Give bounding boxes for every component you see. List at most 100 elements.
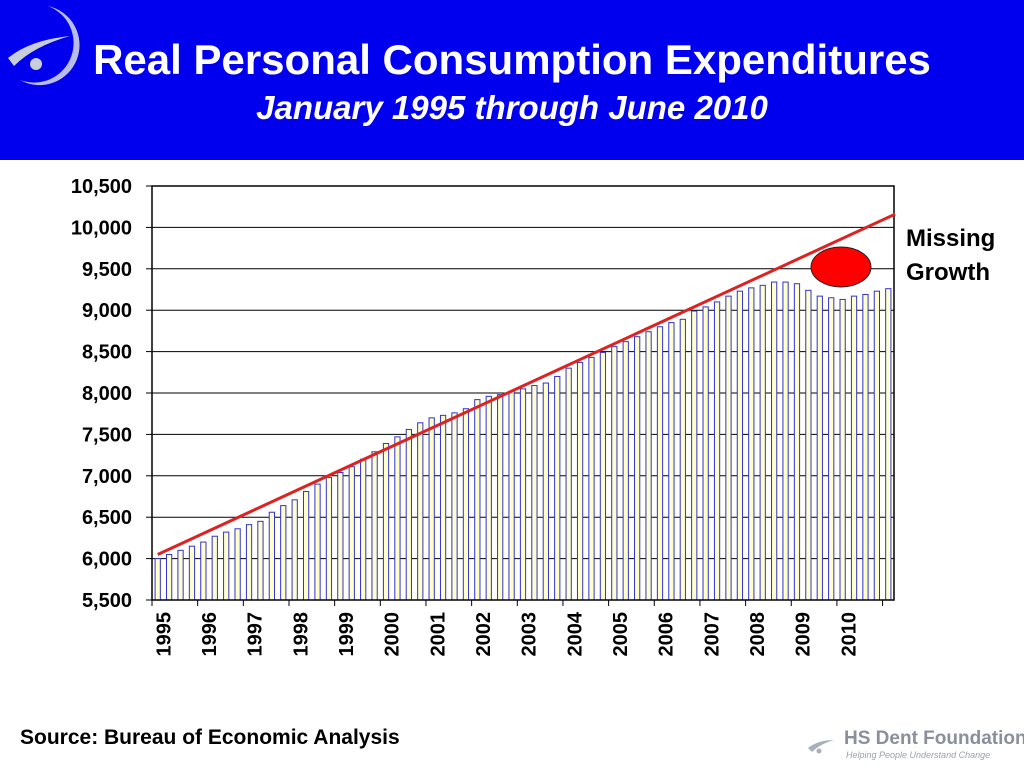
trend-line-segment bbox=[157, 212, 896, 556]
bar bbox=[565, 367, 572, 601]
bar bbox=[485, 395, 492, 601]
x-tick-label: 2000 bbox=[382, 612, 404, 657]
bar bbox=[245, 524, 253, 601]
annotation-line-2: Growth bbox=[906, 259, 990, 286]
bar bbox=[257, 520, 264, 601]
bar bbox=[839, 298, 846, 601]
bar bbox=[405, 428, 412, 601]
bar bbox=[679, 318, 686, 601]
x-tick-label: 2008 bbox=[747, 612, 769, 657]
y-tick-label: 5,500 bbox=[82, 590, 132, 612]
y-tick-label: 10,500 bbox=[71, 176, 132, 198]
bar bbox=[325, 476, 333, 601]
bars bbox=[154, 281, 892, 601]
x-tick-label: 2007 bbox=[701, 612, 723, 657]
bar bbox=[337, 471, 344, 601]
bar bbox=[748, 287, 755, 601]
bar bbox=[508, 390, 515, 601]
bar bbox=[885, 288, 892, 601]
missing-growth-marker bbox=[810, 246, 872, 288]
x-tick-label: 2005 bbox=[610, 612, 632, 657]
footer-logo-name: HS Dent Foundation bbox=[844, 728, 1024, 749]
bar bbox=[691, 310, 698, 601]
bar bbox=[816, 295, 823, 601]
y-tick-label: 6,000 bbox=[82, 549, 132, 571]
hs-dent-logo-icon bbox=[808, 730, 836, 760]
annotation-line-1: Missing bbox=[906, 225, 996, 252]
bar bbox=[850, 295, 858, 601]
x-tick-label: 2004 bbox=[564, 611, 586, 656]
x-tick-label: 1995 bbox=[153, 612, 175, 657]
footer-logo-tagline: Helping People Understand Change bbox=[846, 750, 991, 760]
x-axis-labels: 1995 1996 1997 1998 1999 2000 2001 2002 2003 2004… bbox=[153, 611, 860, 656]
consumption-bar-chart: 5,500 6,000 6,500 7,000 7,500 8,000 8,500 9,000… bbox=[71, 176, 896, 657]
bar bbox=[211, 535, 218, 601]
bar bbox=[622, 341, 629, 601]
y-tick-label: 9,500 bbox=[82, 259, 132, 281]
bar bbox=[280, 505, 287, 601]
x-tick-label: 1996 bbox=[199, 612, 221, 657]
y-tick-label: 8,500 bbox=[82, 342, 132, 364]
bar bbox=[417, 422, 424, 601]
bar bbox=[793, 283, 801, 601]
bar bbox=[611, 346, 618, 601]
bar bbox=[314, 483, 321, 601]
bar bbox=[805, 289, 812, 601]
bar bbox=[531, 385, 538, 601]
bar bbox=[634, 336, 641, 601]
bar bbox=[382, 443, 390, 601]
bar bbox=[862, 293, 869, 601]
bar bbox=[474, 399, 481, 601]
bar bbox=[268, 511, 275, 601]
trend-line bbox=[157, 212, 896, 556]
y-tick-label: 9,000 bbox=[82, 300, 132, 322]
bar bbox=[177, 549, 184, 601]
bar bbox=[348, 466, 355, 601]
bar bbox=[782, 281, 789, 601]
bar bbox=[394, 436, 401, 601]
footer-logo: HS Dent Foundation Helping People Unders… bbox=[806, 726, 1024, 766]
bar bbox=[200, 541, 207, 601]
header-banner: Real Personal Consumption Expenditures J… bbox=[0, 0, 1024, 160]
missing-growth-oval bbox=[810, 246, 872, 288]
bar bbox=[462, 408, 470, 601]
page-subtitle: January 1995 through June 2010 bbox=[256, 89, 768, 126]
x-tick-label: 2009 bbox=[793, 612, 815, 657]
bar bbox=[451, 412, 458, 601]
y-tick-label: 7,000 bbox=[82, 466, 132, 488]
bar bbox=[542, 382, 549, 601]
x-tick-label: 2002 bbox=[473, 612, 495, 657]
source-note: Source: Bureau of Economic Analysis bbox=[20, 726, 400, 749]
bar bbox=[645, 331, 652, 601]
bar bbox=[759, 284, 766, 601]
bar bbox=[828, 297, 835, 601]
bar bbox=[360, 458, 367, 601]
missing-growth-annotation: Missing Growth bbox=[906, 222, 995, 290]
bar bbox=[736, 290, 744, 601]
bar bbox=[576, 361, 584, 601]
bar bbox=[725, 295, 732, 601]
x-tick-label: 1997 bbox=[245, 612, 267, 657]
bar bbox=[291, 499, 298, 601]
bar bbox=[713, 301, 721, 601]
x-tick-label: 1998 bbox=[290, 612, 312, 657]
y-tick-label: 7,500 bbox=[82, 424, 132, 446]
bar bbox=[428, 417, 435, 601]
x-tick-label: 2003 bbox=[519, 612, 541, 657]
bar bbox=[439, 414, 447, 601]
y-tick-label: 6,500 bbox=[82, 507, 132, 529]
bar bbox=[599, 351, 607, 601]
bar bbox=[371, 451, 378, 601]
bar bbox=[656, 326, 664, 601]
x-tick-label: 1999 bbox=[336, 612, 358, 657]
bar bbox=[702, 306, 709, 601]
axes bbox=[146, 185, 895, 606]
bar bbox=[497, 394, 504, 601]
y-axis-labels: 5,500 6,000 6,500 7,000 7,500 8,000 8,500 9,000… bbox=[71, 176, 132, 612]
x-tick-label: 2001 bbox=[427, 612, 449, 657]
bar bbox=[668, 322, 675, 601]
page-title: Real Personal Consumption Expenditures bbox=[93, 36, 931, 83]
bar bbox=[588, 356, 595, 601]
bar bbox=[771, 281, 778, 601]
bar bbox=[223, 531, 230, 601]
